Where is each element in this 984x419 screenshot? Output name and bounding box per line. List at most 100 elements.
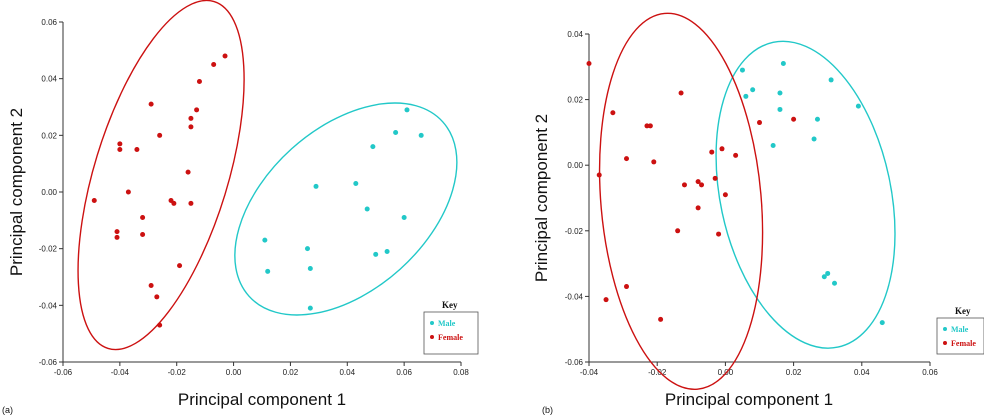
data-point-male (307, 305, 313, 311)
data-point-male (739, 67, 745, 73)
legend-label-male: Male (438, 319, 456, 328)
y-tick-label: 0.00 (41, 188, 57, 197)
data-point-male (364, 206, 370, 212)
data-point-female (148, 101, 154, 107)
legend-marker-male (430, 321, 434, 325)
data-point-male (777, 90, 783, 96)
y-tick-label: -0.02 (39, 245, 58, 254)
legend-marker-male (943, 327, 947, 331)
y-axis-title: Principal component 2 (7, 108, 26, 276)
data-point-female (91, 198, 97, 203)
data-point-female (647, 123, 653, 129)
x-tick-label: -0.04 (111, 368, 130, 377)
data-point-female (695, 179, 701, 185)
x-tick-label: 0.04 (854, 368, 870, 377)
confidence-ellipse-male (715, 40, 896, 349)
confidence-ellipse-female (77, 0, 245, 351)
data-point-female (117, 147, 123, 152)
x-axis-title: Principal component 1 (178, 390, 346, 409)
legend-title: Key (442, 300, 458, 310)
legend-title: Key (955, 306, 971, 316)
data-point-female (603, 297, 609, 303)
x-tick-label: 0.02 (283, 368, 299, 377)
x-tick-label: 0.08 (453, 368, 469, 377)
y-tick-label: 0.00 (567, 161, 583, 170)
data-point-female (791, 116, 797, 122)
data-point-male (313, 183, 319, 189)
legend-marker-female (943, 341, 947, 345)
data-point-female (596, 172, 602, 178)
data-point-female (586, 61, 592, 67)
legend-box (423, 311, 479, 355)
y-tick-label: -0.06 (565, 358, 584, 367)
data-point-female (719, 146, 725, 152)
y-axis-title: Principal component 2 (532, 114, 551, 282)
data-point-male (373, 251, 379, 257)
y-tick-label: 0.04 (41, 75, 57, 84)
data-point-female (171, 200, 177, 206)
data-point-male (825, 270, 831, 276)
data-point-female (222, 53, 228, 59)
data-point-male (855, 103, 861, 109)
x-tick-label: -0.04 (580, 368, 599, 377)
data-point-female (658, 316, 664, 322)
data-point-male (353, 181, 359, 186)
x-tick-label: 0.00 (226, 368, 242, 377)
data-point-female (134, 147, 140, 152)
data-point-female (188, 115, 194, 121)
x-tick-label: -0.02 (168, 368, 187, 377)
data-point-male (384, 249, 390, 254)
panel-label: (a) (2, 405, 13, 415)
data-point-female (157, 322, 163, 328)
y-tick-label: 0.04 (567, 30, 583, 39)
data-point-male (780, 61, 786, 67)
data-point-female (695, 205, 701, 211)
data-point-female (709, 149, 715, 155)
legend-label-female: Female (438, 333, 463, 342)
panel-label: (b) (542, 405, 553, 415)
y-tick-label: -0.02 (565, 227, 584, 236)
y-tick-label: 0.06 (41, 18, 57, 27)
data-point-female (188, 124, 194, 130)
data-point-female (651, 159, 657, 165)
scatter-panel-1: -0.06 -0.04 -0.02 0.00 0.02 0.04 0.06 0.08 -0.06… (2, 0, 479, 415)
legend-marker-female (430, 335, 434, 339)
scatter-panel-2: -0.04 -0.02 0.00 0.02 0.04 0.06-0.06-0.04-0.0… (532, 12, 984, 415)
data-point-male (304, 246, 310, 252)
x-tick-label: -0.02 (648, 368, 667, 377)
x-tick-label: 0.04 (339, 368, 355, 377)
data-point-female (140, 232, 146, 237)
data-point-male (404, 107, 410, 113)
data-point-female (757, 120, 762, 126)
legend-label-male: Male (951, 325, 969, 334)
data-point-male (418, 132, 424, 138)
y-tick-label: 0.02 (567, 96, 583, 105)
data-point-female (177, 263, 183, 269)
data-point-male (393, 130, 399, 135)
data-point-female (157, 132, 163, 138)
legend-box (936, 317, 984, 355)
x-tick-label: 0.06 (396, 368, 412, 377)
data-point-female (624, 156, 630, 162)
legend: Key Male Female (936, 306, 984, 355)
data-point-female (185, 169, 191, 175)
data-point-female (194, 107, 200, 113)
data-point-female (211, 62, 217, 67)
data-point-female (624, 284, 630, 290)
data-point-female (114, 234, 120, 240)
data-point-female (681, 182, 687, 188)
confidence-ellipse-female (598, 12, 764, 390)
data-point-male (832, 280, 838, 286)
legend: Key Male Female (423, 300, 479, 355)
data-point-female (188, 200, 194, 206)
data-point-female (117, 141, 123, 147)
x-tick-label: 0.06 (922, 368, 938, 377)
data-point-female (716, 231, 722, 237)
x-axis-title: Principal component 1 (665, 390, 833, 409)
data-point-female (148, 283, 154, 288)
data-point-male (262, 237, 268, 243)
data-point-male (814, 116, 820, 122)
data-point-female (140, 215, 146, 220)
data-point-female (610, 110, 616, 116)
